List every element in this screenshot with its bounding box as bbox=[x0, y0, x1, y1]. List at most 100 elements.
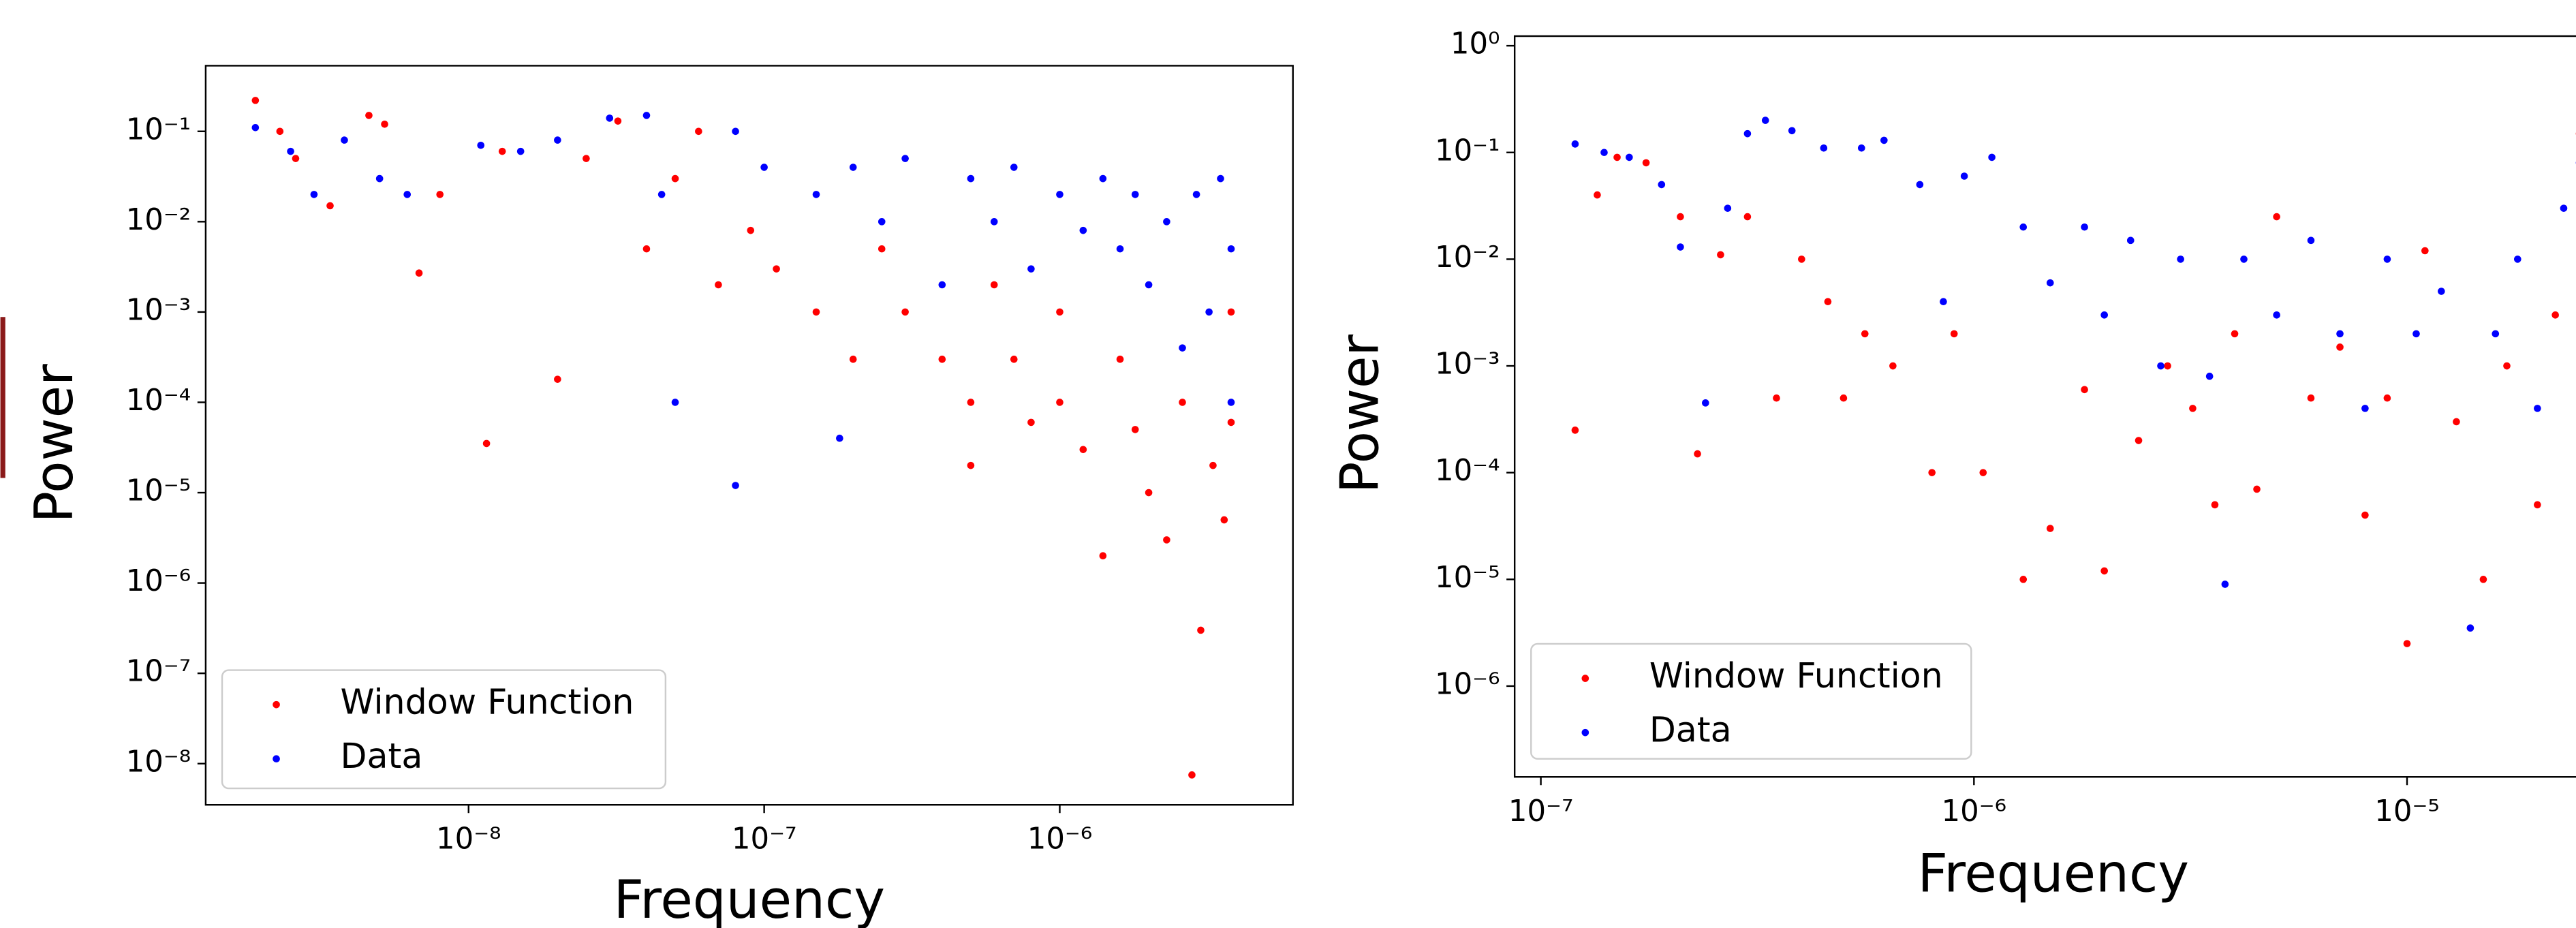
point bbox=[2221, 581, 2229, 588]
point bbox=[715, 281, 722, 289]
point bbox=[747, 226, 755, 234]
plot: 10⁻⁸ 10⁻⁷ 10⁻⁶ 10⁻⁸ 10⁻⁷ 10⁻⁶ 10⁻⁵ 10⁻⁴ 10⁻³ 10⁻²… bbox=[24, 65, 1294, 928]
y-tick-label: 10⁻⁶ bbox=[1435, 667, 1500, 701]
point bbox=[967, 461, 975, 469]
y-tick-label: 10⁻⁸ bbox=[126, 745, 191, 779]
point bbox=[1131, 426, 1139, 433]
point bbox=[1724, 204, 1732, 212]
point bbox=[2307, 236, 2315, 245]
point bbox=[878, 245, 886, 253]
point bbox=[1820, 144, 1828, 152]
point bbox=[657, 191, 666, 198]
point bbox=[2383, 394, 2391, 402]
point bbox=[1099, 552, 1107, 560]
point bbox=[2492, 330, 2500, 338]
point bbox=[1940, 298, 1947, 306]
point bbox=[732, 482, 739, 489]
point bbox=[1209, 461, 1217, 469]
point bbox=[1626, 153, 1633, 161]
point bbox=[1205, 308, 1213, 316]
point bbox=[1702, 399, 1709, 407]
point bbox=[1027, 418, 1035, 427]
y-axis-label: Power bbox=[24, 364, 85, 523]
point bbox=[642, 245, 651, 253]
point bbox=[1743, 213, 1752, 221]
point bbox=[2453, 418, 2460, 426]
point bbox=[1227, 399, 1235, 406]
point bbox=[671, 174, 679, 183]
point bbox=[310, 191, 318, 198]
point bbox=[1188, 771, 1196, 779]
point bbox=[990, 218, 998, 226]
point bbox=[878, 218, 886, 226]
point bbox=[2189, 405, 2197, 412]
point bbox=[1220, 516, 1228, 524]
legend-marker bbox=[273, 755, 280, 763]
point bbox=[1773, 394, 1780, 402]
point bbox=[1824, 298, 1832, 306]
point bbox=[1179, 344, 1186, 352]
point bbox=[732, 127, 739, 136]
point bbox=[1880, 136, 1888, 144]
point bbox=[2534, 501, 2541, 509]
point bbox=[695, 127, 702, 136]
axes-frame bbox=[1513, 35, 2576, 778]
point bbox=[2503, 362, 2511, 370]
point bbox=[671, 399, 679, 406]
point bbox=[2560, 204, 2568, 212]
point bbox=[1889, 362, 1897, 370]
point bbox=[2421, 247, 2429, 255]
point bbox=[2081, 223, 2088, 231]
point bbox=[1928, 469, 1936, 476]
y-tick-label: 10⁻¹ bbox=[126, 112, 191, 146]
point bbox=[1861, 330, 1869, 338]
point bbox=[1010, 164, 1018, 171]
point bbox=[1131, 191, 1139, 198]
point bbox=[2534, 405, 2541, 412]
point bbox=[1677, 243, 1684, 251]
point bbox=[2157, 362, 2164, 370]
point bbox=[2551, 311, 2559, 319]
point bbox=[938, 281, 946, 289]
legend-marker bbox=[1581, 675, 1589, 682]
point bbox=[2273, 311, 2280, 319]
point bbox=[2126, 236, 2135, 245]
point bbox=[554, 136, 561, 144]
point bbox=[1163, 218, 1170, 226]
point bbox=[1116, 245, 1124, 253]
point bbox=[1197, 626, 1205, 634]
point bbox=[1227, 245, 1235, 253]
point bbox=[2361, 405, 2369, 412]
point bbox=[482, 439, 491, 448]
point bbox=[2253, 485, 2261, 493]
point bbox=[760, 164, 768, 171]
y-tick-label: 10⁻³ bbox=[1435, 347, 1500, 382]
point bbox=[326, 202, 334, 210]
point bbox=[516, 147, 525, 155]
point bbox=[2466, 624, 2474, 632]
point bbox=[1163, 536, 1170, 544]
point bbox=[967, 174, 975, 183]
legend-label: Window Function bbox=[1649, 655, 1943, 696]
point bbox=[1600, 149, 1608, 157]
point bbox=[276, 127, 284, 136]
point bbox=[381, 120, 388, 128]
legend-marker bbox=[273, 700, 280, 709]
y-tick-label: 10⁻¹ bbox=[1435, 134, 1500, 168]
point bbox=[1217, 174, 1224, 183]
point bbox=[1694, 450, 1701, 458]
y-tick-label: 10⁻² bbox=[126, 203, 191, 237]
point bbox=[2336, 343, 2344, 351]
y-tick-label: 10⁻⁴ bbox=[1435, 454, 1500, 488]
y-tick-label: 10⁻⁷ bbox=[126, 655, 191, 689]
point bbox=[2403, 640, 2411, 647]
point bbox=[836, 434, 843, 442]
point bbox=[2336, 330, 2344, 338]
point bbox=[1988, 153, 1996, 161]
point bbox=[2307, 394, 2315, 402]
point bbox=[2479, 576, 2487, 583]
y-axis-label: Power bbox=[1329, 335, 1391, 493]
point bbox=[1743, 129, 1752, 138]
point bbox=[554, 375, 561, 383]
point bbox=[901, 155, 909, 162]
